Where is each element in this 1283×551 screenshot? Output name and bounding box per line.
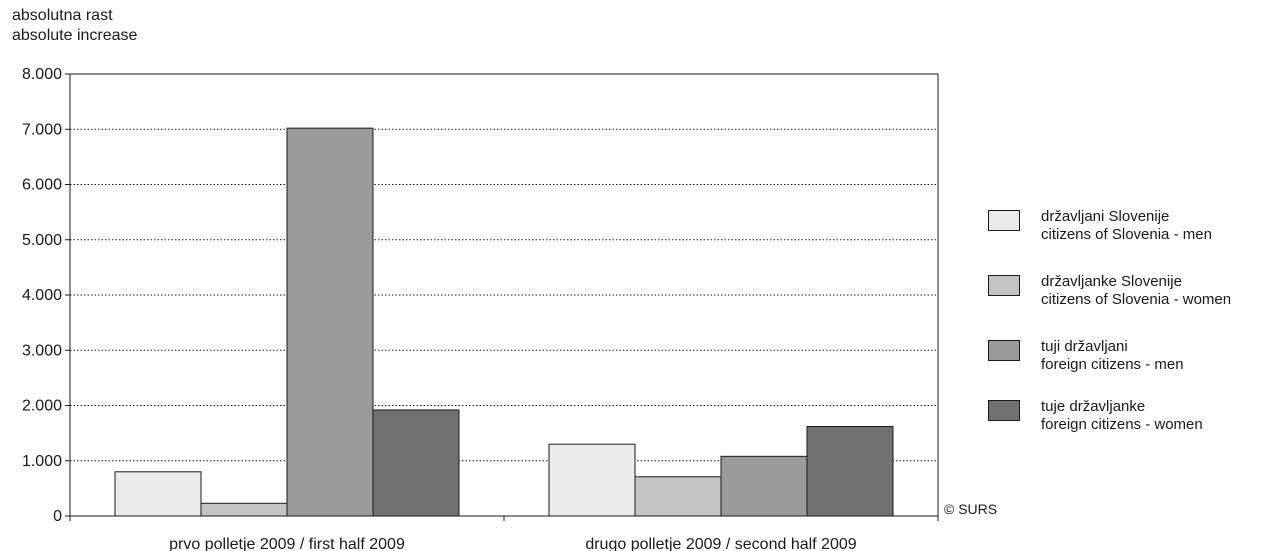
legend-swatch — [988, 275, 1020, 296]
legend-swatch — [988, 210, 1020, 231]
legend-label-line-1: tuje državljanke — [1041, 398, 1146, 415]
y-tick-label: 3.000 — [22, 342, 62, 359]
legend-swatch — [988, 400, 1020, 421]
bar — [114, 471, 202, 517]
y-tick-label: 2.000 — [22, 398, 62, 415]
y-tick-label: 5.000 — [22, 232, 62, 249]
y-axis-label-line-2: absolute increase — [12, 27, 138, 44]
source-credit: © SURS — [944, 501, 998, 517]
y-tick-label: 6.000 — [22, 177, 62, 194]
y-tick-label: 8.000 — [22, 66, 62, 83]
bar — [372, 409, 460, 517]
bar — [720, 455, 808, 517]
x-category-label: prvo polletje 2009 / first half 2009 — [169, 536, 405, 551]
legend-label-line-2: citizens of Slovenia - men — [1041, 226, 1212, 243]
bar — [548, 443, 636, 517]
legend-label-line-1: državljanke Slovenije — [1041, 273, 1182, 290]
legend-label-line-1: tuji državljani — [1041, 338, 1128, 355]
legend-label-line-2: foreign citizens - women — [1041, 416, 1203, 433]
y-tick-label: 1.000 — [22, 453, 62, 470]
y-tick-label: 0 — [53, 508, 62, 525]
legend-label-line-2: foreign citizens - men — [1041, 356, 1184, 373]
y-tick-label: 4.000 — [22, 287, 62, 304]
y-axis-label-line-1: absolutna rast — [12, 7, 113, 24]
bar — [634, 476, 722, 517]
legend-label-line-1: državljani Slovenije — [1041, 208, 1170, 225]
y-tick-label: 7.000 — [22, 121, 62, 138]
x-category-label: drugo polletje 2009 / second half 2009 — [585, 536, 856, 551]
bar — [806, 425, 894, 517]
legend-swatch — [988, 340, 1020, 361]
bar — [286, 127, 374, 517]
bar — [200, 502, 288, 517]
legend-label-line-2: citizens of Slovenia - women — [1041, 291, 1232, 308]
